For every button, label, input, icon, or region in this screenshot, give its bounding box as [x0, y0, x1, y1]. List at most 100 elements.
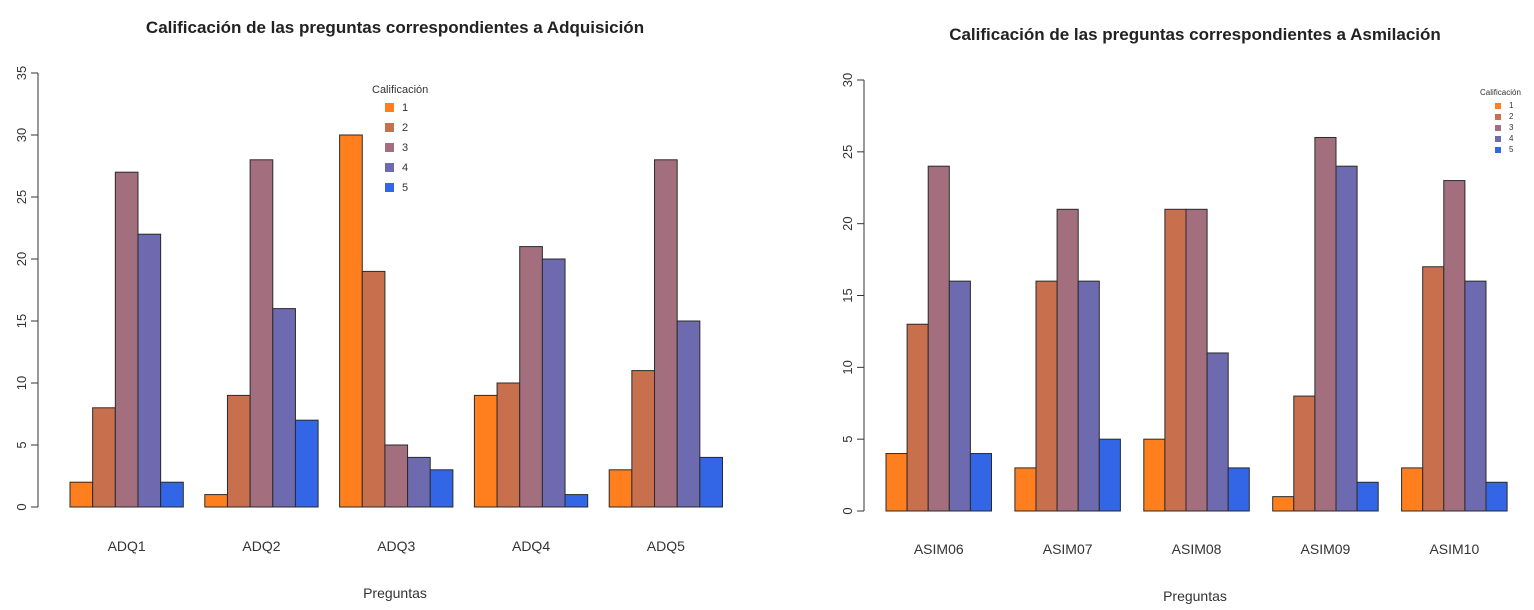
- chart-title: Calificación de las preguntas correspond…: [146, 18, 644, 37]
- x-tick-label: ADQ2: [242, 538, 280, 554]
- bar: [1185, 208, 1208, 512]
- x-axis-label: Preguntas: [1163, 588, 1227, 604]
- bar: [608, 469, 633, 508]
- y-axis: 0 5 10 15 20 25 30 35: [14, 66, 39, 511]
- x-tick-labels: ADQ1 ADQ2 ADQ3 ADQ4 ADQ5: [108, 538, 686, 554]
- bar: [631, 370, 656, 508]
- bar: [272, 308, 296, 508]
- bar: [361, 270, 386, 508]
- bar: [1356, 481, 1379, 512]
- bar: [969, 453, 993, 512]
- legend-title: Calificación: [372, 84, 428, 96]
- bar: [1335, 165, 1358, 512]
- bar: [699, 456, 724, 508]
- bar: [1227, 467, 1250, 512]
- y-tick-label: 10: [14, 376, 29, 390]
- legend-label: 3: [1509, 123, 1514, 132]
- bars: [885, 136, 1508, 512]
- legend-swatch: [1495, 114, 1501, 120]
- y-tick-label: 25: [14, 190, 29, 204]
- x-tick-label: ASIM10: [1429, 541, 1479, 557]
- bar: [1485, 481, 1508, 512]
- y-tick-label: 30: [840, 73, 855, 87]
- bar: [1464, 280, 1487, 512]
- bar: [1314, 136, 1337, 512]
- legend: 1 2 3 4 5: [1495, 101, 1514, 154]
- bar: [294, 419, 319, 508]
- y-tick-label: 20: [840, 216, 855, 230]
- bar: [226, 394, 251, 508]
- bar: [1272, 496, 1295, 512]
- legend-swatch: [385, 163, 394, 172]
- x-tick-label: ASIM08: [1172, 541, 1222, 557]
- bar: [69, 481, 94, 508]
- bar: [1035, 280, 1058, 512]
- bar: [429, 469, 454, 508]
- bar: [473, 394, 498, 508]
- legend-swatch: [385, 123, 394, 132]
- bar: [1293, 395, 1316, 512]
- y-tick-label: 10: [840, 360, 855, 374]
- bar: [496, 382, 521, 508]
- bar: [1401, 467, 1424, 512]
- legend-label: 4: [402, 162, 408, 174]
- legend-swatch: [385, 143, 394, 152]
- y-tick-label: 5: [14, 441, 29, 448]
- bar: [1143, 438, 1166, 512]
- x-tick-label: ASIM09: [1301, 541, 1351, 557]
- legend-swatch: [1495, 125, 1501, 131]
- x-tick-labels: ASIM06 ASIM07 ASIM08 ASIM09 ASIM10: [914, 541, 1480, 557]
- bar: [541, 258, 566, 508]
- bar: [339, 134, 363, 508]
- x-tick-label: ASIM07: [1043, 541, 1093, 557]
- y-tick-label: 15: [14, 314, 29, 328]
- bar: [1164, 208, 1187, 512]
- bar: [407, 456, 431, 508]
- legend-label: 1: [1509, 101, 1514, 110]
- bar: [249, 159, 274, 508]
- chart-title: Calificación de las preguntas correspond…: [949, 25, 1441, 44]
- legend-label: 5: [1509, 145, 1514, 154]
- bar: [1098, 438, 1121, 512]
- y-tick-label: 15: [840, 288, 855, 302]
- bar: [519, 246, 543, 508]
- legend-title: Calificación: [1480, 88, 1521, 97]
- legend-swatch: [385, 103, 394, 112]
- legend-label: 5: [402, 182, 408, 194]
- bar: [384, 444, 409, 508]
- bar: [885, 453, 908, 512]
- bars: [69, 134, 724, 508]
- legend-label: 1: [402, 102, 408, 114]
- y-tick-label: 35: [14, 66, 29, 80]
- legend-label: 2: [1509, 112, 1514, 121]
- bar: [1443, 180, 1466, 512]
- bar: [1077, 280, 1100, 512]
- chart-asimilacion: Calificación de las preguntas correspond…: [840, 25, 1521, 604]
- bar: [137, 233, 162, 508]
- bar: [1422, 266, 1445, 512]
- bar: [1056, 208, 1079, 512]
- y-axis: 0 5 10 15 20 25 30: [840, 73, 865, 515]
- bar: [906, 323, 929, 512]
- y-tick-label: 25: [840, 145, 855, 159]
- bar: [204, 494, 228, 508]
- x-tick-label: ADQ5: [647, 538, 685, 554]
- y-tick-label: 0: [840, 507, 855, 514]
- legend: 1 2 3 4 5: [385, 102, 408, 194]
- bar: [1014, 467, 1037, 512]
- x-axis-label: Preguntas: [363, 585, 427, 601]
- y-tick-label: 0: [14, 503, 29, 510]
- x-tick-label: ADQ4: [512, 538, 550, 554]
- x-tick-label: ADQ3: [377, 538, 415, 554]
- x-tick-label: ADQ1: [108, 538, 146, 554]
- legend-label: 3: [402, 142, 408, 154]
- bar: [1206, 352, 1229, 512]
- bar: [676, 320, 701, 508]
- bar: [92, 407, 116, 508]
- bar: [927, 165, 950, 512]
- legend-swatch: [385, 183, 394, 192]
- legend-label: 4: [1509, 134, 1514, 143]
- legend-label: 2: [402, 122, 408, 134]
